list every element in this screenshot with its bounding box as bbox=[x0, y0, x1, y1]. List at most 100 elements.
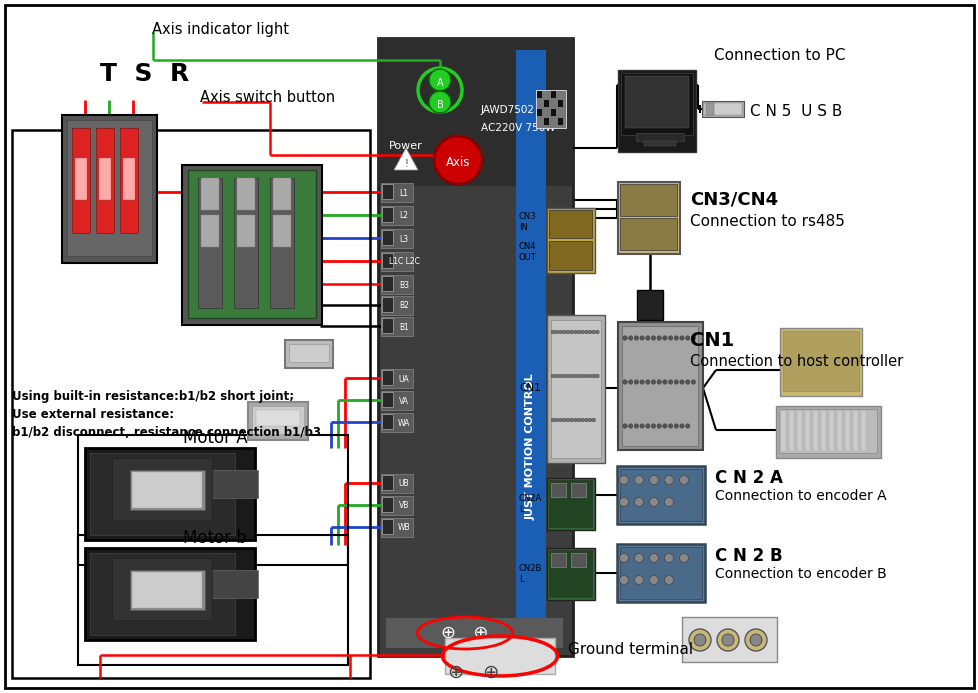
Bar bbox=[132, 572, 201, 608]
Circle shape bbox=[565, 418, 569, 422]
Bar bbox=[557, 100, 562, 107]
Circle shape bbox=[648, 475, 658, 484]
Bar bbox=[616, 544, 704, 602]
Bar bbox=[62, 115, 156, 263]
Bar bbox=[381, 475, 392, 490]
Circle shape bbox=[569, 374, 573, 378]
Circle shape bbox=[428, 69, 451, 91]
Bar bbox=[210, 470, 258, 498]
Bar bbox=[381, 392, 392, 407]
Text: L1: L1 bbox=[399, 188, 408, 198]
Circle shape bbox=[645, 336, 649, 340]
Circle shape bbox=[628, 380, 632, 384]
Circle shape bbox=[656, 380, 661, 384]
Circle shape bbox=[561, 374, 565, 378]
Bar bbox=[273, 215, 290, 247]
Bar bbox=[380, 474, 413, 493]
Circle shape bbox=[648, 498, 658, 507]
Circle shape bbox=[569, 330, 573, 334]
Bar bbox=[289, 344, 329, 362]
Bar bbox=[96, 128, 113, 233]
Bar bbox=[380, 275, 413, 294]
Bar bbox=[381, 184, 392, 199]
Circle shape bbox=[679, 475, 688, 484]
Circle shape bbox=[664, 575, 673, 584]
Bar bbox=[705, 103, 713, 115]
Bar bbox=[381, 370, 392, 385]
Bar bbox=[78, 435, 347, 565]
Circle shape bbox=[622, 424, 627, 428]
Circle shape bbox=[721, 634, 734, 646]
Circle shape bbox=[561, 330, 565, 334]
Bar bbox=[237, 215, 254, 247]
Polygon shape bbox=[393, 148, 418, 170]
Circle shape bbox=[668, 380, 672, 384]
Bar bbox=[90, 453, 235, 535]
Bar bbox=[381, 497, 392, 512]
Bar bbox=[537, 109, 542, 116]
Bar bbox=[547, 548, 595, 600]
Bar bbox=[549, 480, 592, 527]
Circle shape bbox=[558, 330, 561, 334]
Bar bbox=[551, 553, 565, 567]
Bar bbox=[380, 391, 413, 410]
Text: VB: VB bbox=[398, 502, 409, 511]
Bar bbox=[72, 128, 90, 233]
Text: C N 5  U S B: C N 5 U S B bbox=[749, 105, 841, 119]
Text: Ground terminal: Ground terminal bbox=[567, 642, 692, 658]
Bar bbox=[381, 519, 392, 534]
Circle shape bbox=[592, 330, 595, 334]
Text: CN2A
L: CN2A L bbox=[518, 494, 542, 514]
Bar bbox=[644, 141, 676, 146]
Circle shape bbox=[622, 336, 627, 340]
Text: T  S  R: T S R bbox=[100, 62, 189, 86]
Circle shape bbox=[674, 336, 678, 340]
Text: WB: WB bbox=[397, 523, 410, 532]
Bar bbox=[90, 553, 235, 635]
Bar bbox=[821, 411, 825, 451]
Text: C N 2 A: C N 2 A bbox=[714, 469, 782, 487]
Bar bbox=[537, 91, 542, 98]
Bar bbox=[85, 548, 254, 640]
Circle shape bbox=[584, 418, 588, 422]
Bar bbox=[381, 276, 392, 291]
Circle shape bbox=[634, 554, 643, 563]
Bar bbox=[234, 178, 258, 308]
Bar bbox=[776, 406, 880, 458]
Bar bbox=[380, 229, 413, 248]
Circle shape bbox=[569, 418, 573, 422]
Bar bbox=[701, 101, 743, 117]
Circle shape bbox=[622, 380, 627, 384]
Circle shape bbox=[674, 424, 678, 428]
Bar bbox=[78, 535, 347, 665]
Circle shape bbox=[576, 330, 580, 334]
Bar bbox=[111, 458, 212, 520]
Bar bbox=[703, 103, 741, 115]
Circle shape bbox=[640, 336, 644, 340]
Text: Motor A: Motor A bbox=[183, 429, 247, 447]
Bar bbox=[123, 158, 135, 200]
Circle shape bbox=[628, 424, 632, 428]
Bar bbox=[67, 120, 152, 256]
Bar bbox=[551, 91, 556, 98]
Bar bbox=[380, 296, 413, 315]
Circle shape bbox=[690, 380, 695, 384]
Text: L1C L2C: L1C L2C bbox=[388, 258, 419, 267]
Bar bbox=[380, 496, 413, 515]
Bar bbox=[111, 558, 212, 620]
Text: UB: UB bbox=[398, 480, 409, 489]
Bar bbox=[200, 178, 219, 210]
Circle shape bbox=[634, 424, 638, 428]
Bar bbox=[247, 402, 308, 440]
Circle shape bbox=[650, 380, 655, 384]
Circle shape bbox=[580, 330, 584, 334]
Bar bbox=[778, 409, 876, 453]
Bar bbox=[619, 184, 677, 216]
Circle shape bbox=[595, 330, 599, 334]
Circle shape bbox=[634, 575, 643, 584]
Text: CN1: CN1 bbox=[518, 383, 540, 393]
Bar bbox=[385, 618, 562, 648]
Bar bbox=[570, 483, 586, 497]
Circle shape bbox=[619, 498, 628, 507]
Bar bbox=[828, 411, 833, 451]
